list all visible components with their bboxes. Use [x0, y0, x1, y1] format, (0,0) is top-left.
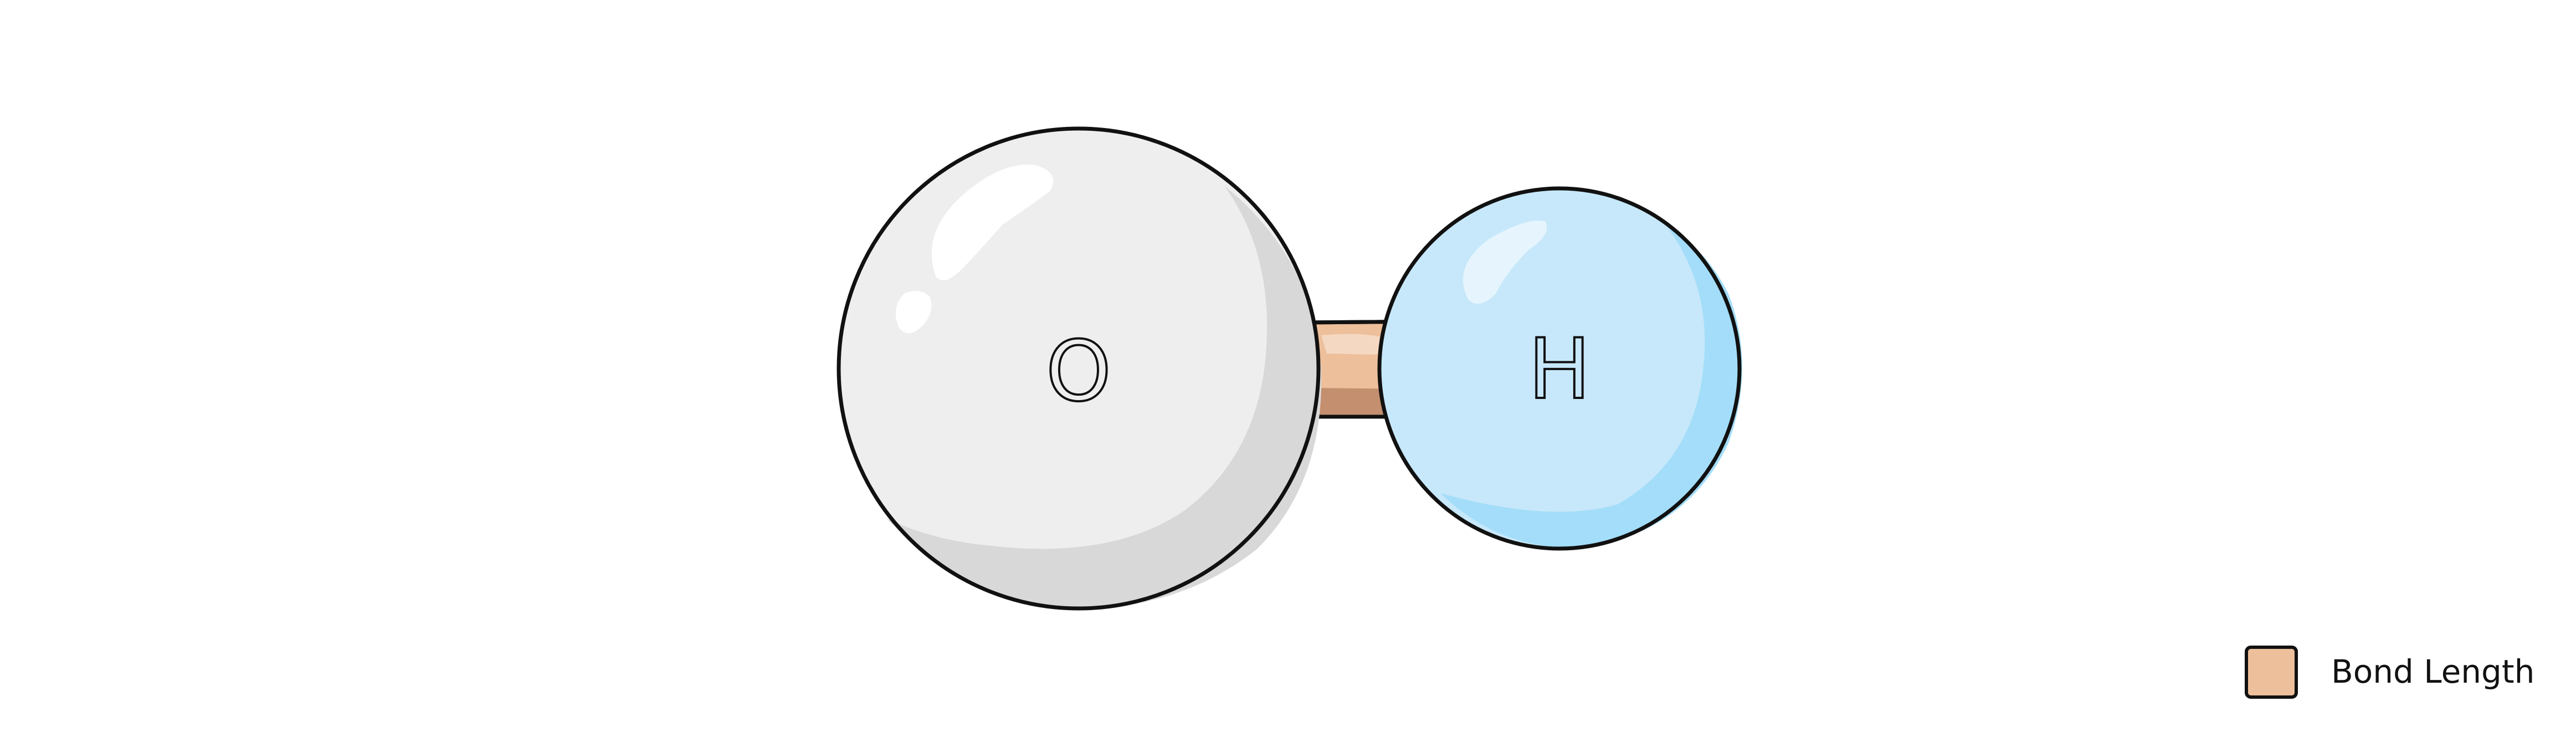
oxygen-atom: O: [837, 126, 1322, 611]
bond-highlight: [1321, 334, 1388, 355]
hydrogen-atom: H: [1377, 186, 1742, 551]
oxygen-label: O: [1046, 324, 1111, 420]
legend: Bond Length: [2245, 646, 2534, 699]
legend-swatch-bond-length: [2245, 646, 2298, 699]
oxygen-highlight-large: [931, 165, 1054, 280]
hydrogen-label: H: [1528, 321, 1591, 418]
legend-label-bond-length: Bond Length: [2331, 653, 2534, 690]
oxygen-highlight-small: [895, 291, 932, 334]
hydrogen-highlight: [1463, 221, 1547, 304]
oxygen-shade: [886, 186, 1322, 610]
hydrogen-shade: [1440, 227, 1742, 547]
